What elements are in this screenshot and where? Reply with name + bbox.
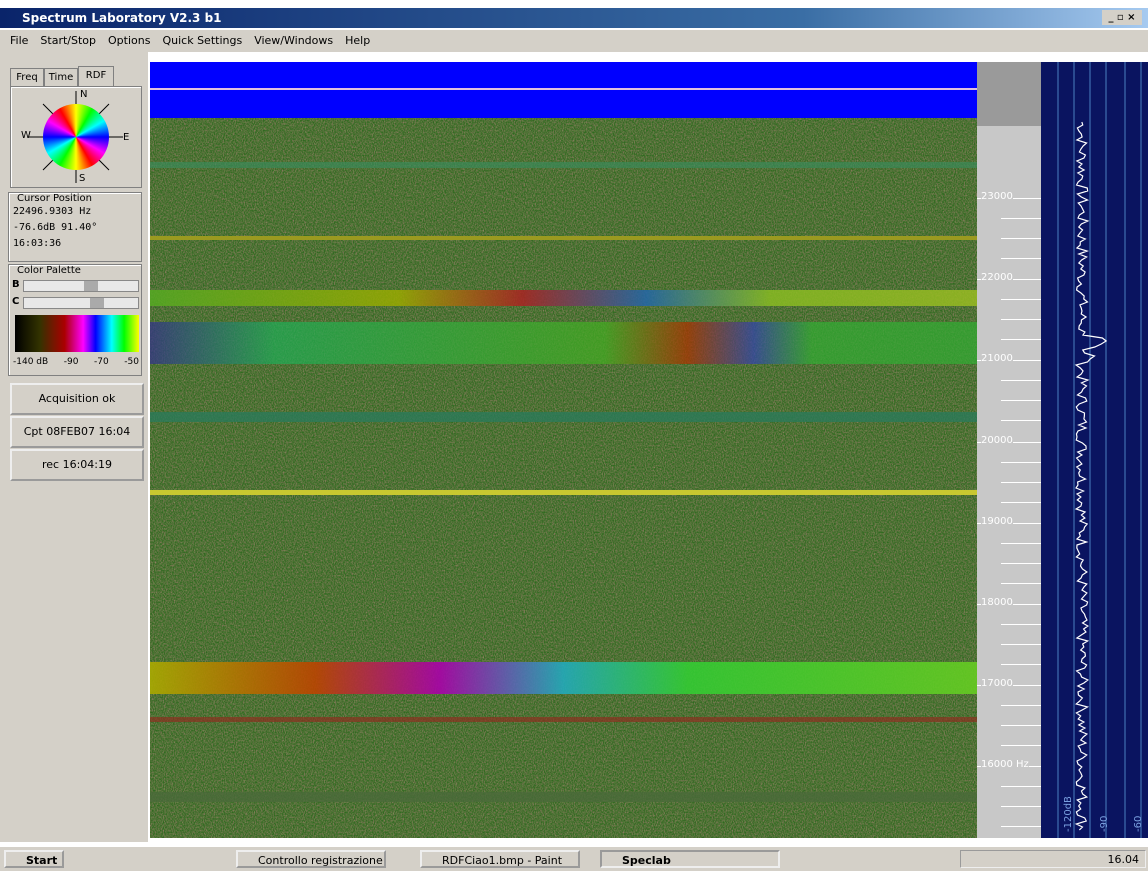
clock: 16.04	[1108, 853, 1140, 866]
axis-minor-tick	[1001, 745, 1041, 746]
tab[interactable]: Freq	[10, 68, 44, 87]
axis-label: 19000	[981, 516, 1013, 527]
axis-minor-tick	[1001, 380, 1041, 381]
title-bar: Spectrum Laboratory V2.3 b1 _ ▫ ×	[0, 8, 1148, 28]
compass-box: N W E S	[10, 86, 142, 188]
cursor-line: -76.6dB 91.40°	[9, 220, 141, 236]
tab[interactable]: Time	[44, 68, 78, 87]
axis-label: 18000	[981, 597, 1013, 608]
palette-label: -140 dB	[13, 357, 48, 367]
axis-minor-tick	[1001, 543, 1041, 544]
axis-minor-tick	[1001, 563, 1041, 564]
axis-minor-tick	[1001, 806, 1041, 807]
axis-minor-tick	[1001, 705, 1041, 706]
frequency-axis: 23000 22000 21000 20000 19000 18000 17000 16000…	[977, 62, 1041, 838]
spectrum-axis-label: -60	[1133, 816, 1144, 832]
palette-scale: -140 dB -90 -70 -50	[13, 357, 139, 367]
axis-minor-tick	[1001, 786, 1041, 787]
palette-title: Color Palette	[9, 265, 141, 276]
palette-bar	[15, 315, 139, 352]
axis-label: 16000 Hz	[981, 759, 1029, 770]
axis-minor-tick	[1001, 664, 1041, 665]
compass-label: W	[21, 130, 31, 141]
cursor-title: Cursor Position	[9, 193, 141, 204]
axis-label: 22000	[981, 272, 1013, 283]
menu-item[interactable]: Quick Settings	[162, 30, 242, 52]
axis-minor-tick	[1001, 238, 1041, 239]
menu-item[interactable]: Start/Stop	[40, 30, 96, 52]
left-panel: Freq Time RDF N W E S Cursor Position 22…	[0, 52, 148, 842]
axis-minor-tick	[1001, 583, 1041, 584]
compass-label: E	[123, 132, 129, 143]
axis-minor-tick	[1001, 400, 1041, 401]
task-button[interactable]: Speclab	[600, 850, 780, 868]
axis-minor-tick	[1001, 420, 1041, 421]
menu-item[interactable]: Help	[345, 30, 370, 52]
axis-minor-tick	[1001, 218, 1041, 219]
tab[interactable]: RDF	[78, 66, 114, 87]
axis-minor-tick	[1001, 462, 1041, 463]
task-button[interactable]: Controllo registrazione	[236, 850, 386, 868]
spectrum-axis-label: -90	[1099, 816, 1110, 832]
compass-wheel	[43, 104, 109, 170]
task-button[interactable]: RDFCiao1.bmp - Paint	[420, 850, 580, 868]
cursor-line: 22496.9303 Hz	[9, 204, 141, 220]
status-button[interactable]: Cpt 08FEB07 16:04	[10, 416, 144, 448]
menu-bar: File Start/Stop Options Quick Settings View/…	[0, 30, 1148, 52]
spectrum-plot: -120dB -90 -60	[1041, 62, 1148, 838]
window-controls[interactable]: _ ▫ ×	[1102, 10, 1142, 25]
slider[interactable]	[23, 297, 139, 309]
axis-minor-tick	[1001, 644, 1041, 645]
axis-minor-tick	[1001, 624, 1041, 625]
palette-label: -70	[94, 357, 109, 367]
menu-item[interactable]: File	[10, 30, 28, 52]
compass-label: S	[79, 173, 85, 184]
spectrum-axis-label: -120dB	[1063, 796, 1074, 832]
menu-item[interactable]: View/Windows	[254, 30, 333, 52]
axis-minor-tick	[1001, 339, 1041, 340]
screen: Spectrum Laboratory V2.3 b1 _ ▫ × File St…	[0, 0, 1148, 869]
palette-label: -50	[124, 357, 139, 367]
slider[interactable]	[23, 280, 139, 292]
axis-minor-tick	[1001, 502, 1041, 503]
axis-minor-tick	[1001, 826, 1041, 827]
tray: 16.04	[960, 850, 1146, 868]
axis-label: 21000	[981, 353, 1013, 364]
slider-label: C	[12, 296, 19, 307]
axis-label: 23000	[981, 191, 1013, 202]
cursor-box: Cursor Position 22496.9303 Hz -76.6dB 91…	[8, 192, 142, 262]
cursor-line: 16:03:36	[9, 236, 141, 252]
axis-label: 17000	[981, 678, 1013, 689]
axis-minor-tick	[1001, 725, 1041, 726]
axis-minor-tick	[1001, 258, 1041, 259]
status-button[interactable]: rec 16:04:19	[10, 449, 144, 481]
palette-label: -90	[64, 357, 79, 367]
window-title: Spectrum Laboratory V2.3 b1	[0, 11, 222, 25]
axis-label: 20000	[981, 435, 1013, 446]
taskbar: Start Controllo registrazione RDFCiao1.b…	[0, 845, 1148, 871]
status-button[interactable]: Acquisition ok	[10, 383, 144, 415]
waterfall	[150, 62, 977, 838]
menu-item[interactable]: Options	[108, 30, 150, 52]
slider-label: B	[12, 279, 20, 290]
axis-minor-tick	[1001, 482, 1041, 483]
start-button[interactable]: Start	[4, 850, 64, 868]
compass-label: N	[80, 89, 87, 100]
axis-minor-tick	[1001, 319, 1041, 320]
axis-minor-tick	[1001, 299, 1041, 300]
palette-box: Color Palette B C -140 dB -90 -70 -50	[8, 264, 142, 376]
